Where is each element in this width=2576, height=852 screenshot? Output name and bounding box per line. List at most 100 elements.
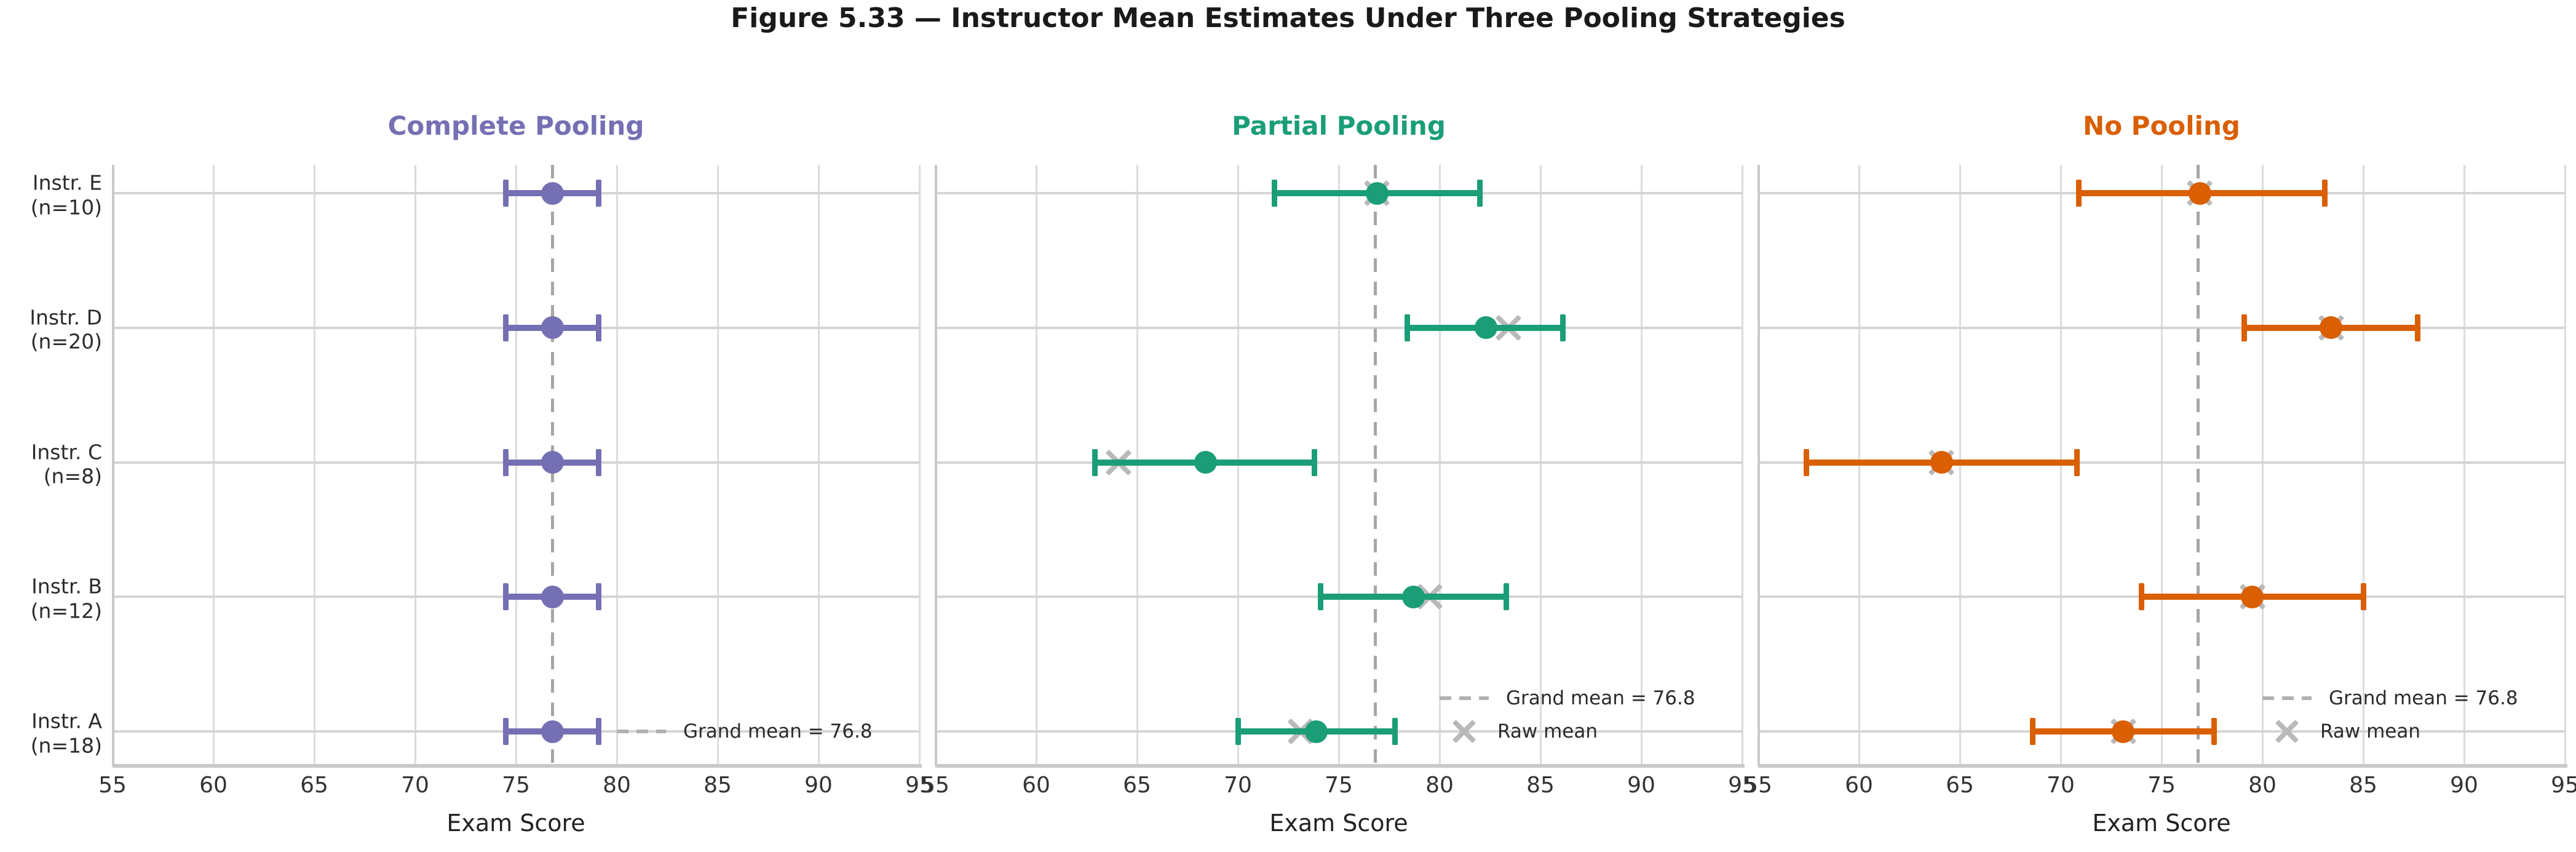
grid-line — [212, 165, 215, 766]
estimate-dot — [2112, 720, 2135, 743]
y-tick-label: Instr. E (n=10) — [0, 170, 102, 219]
y-tick-label: Instr. B (n=12) — [0, 575, 102, 623]
x-axis-label: Exam Score — [1269, 810, 1408, 837]
error-bar-cap — [1392, 718, 1398, 745]
error-bar-cap — [2029, 718, 2035, 745]
legend-label: Grand mean = 76.8 — [2329, 687, 2518, 709]
error-bar-cap — [1235, 718, 1241, 745]
x-tick-label: 70 — [401, 773, 429, 798]
y-axis-labels: Instr. E (n=10) Instr. D (n=20) Instr. C (n=8… — [0, 0, 102, 852]
y-axis-spine — [112, 165, 114, 766]
plot-area-complete-pooling: Grand mean = 76.8 — [111, 165, 922, 768]
raw-mean-legend-x-icon — [2274, 719, 2300, 744]
legend-entry-grand: Grand mean = 76.8 — [1440, 687, 1695, 709]
error-bar-cap — [2360, 583, 2366, 611]
error-bar-cap — [2138, 583, 2144, 611]
estimate-dot — [1365, 181, 1389, 205]
error-bar-cap — [595, 718, 601, 745]
error-bar-cap — [503, 448, 509, 476]
x-tick-label: 55 — [98, 773, 127, 798]
error-bar-cap — [503, 314, 509, 341]
grid-line — [2261, 165, 2264, 766]
x-axis-spine — [113, 764, 922, 768]
grid-line — [1338, 165, 1340, 766]
grid-line — [1959, 165, 1961, 766]
legend-entry-raw: Raw mean — [2262, 719, 2420, 744]
estimate-dot — [2188, 181, 2211, 205]
grand-mean-legend-sample — [1440, 696, 1489, 700]
grid-line — [1858, 165, 1860, 766]
legend-label: Raw mean — [1497, 720, 1598, 743]
x-tick-label: 70 — [1224, 773, 1252, 798]
x-tick-label: 70 — [2047, 773, 2075, 798]
estimate-dot — [1474, 316, 1497, 340]
grand-mean-legend-sample — [2262, 696, 2312, 700]
grand-mean-line — [1373, 165, 1377, 766]
estimate-dot — [1401, 585, 1425, 608]
figure-title: Figure 5.33 — Instructor Mean Estimates … — [731, 2, 1845, 34]
x-tick-label: 80 — [603, 773, 631, 798]
x-tick-label: 90 — [1627, 773, 1655, 798]
y-tick-label: Instr. C (n=8) — [0, 440, 102, 488]
grid-line — [1741, 165, 1743, 766]
grid-line — [2463, 165, 2465, 766]
grid-line — [1539, 165, 1542, 766]
error-bar-cap — [2211, 718, 2217, 745]
error-bar-cap — [503, 180, 509, 207]
grid-line — [616, 165, 618, 766]
x-tick-label: 95 — [2551, 773, 2576, 798]
grid-line — [414, 165, 416, 766]
legend-label: Grand mean = 76.8 — [1506, 687, 1695, 709]
error-bar-cap — [1271, 180, 1277, 207]
error-bar-cap — [1092, 448, 1098, 476]
grid-line — [716, 165, 719, 766]
raw-mean-legend-x-icon — [1451, 719, 1477, 744]
row-line — [1758, 326, 2565, 329]
y-tick-label: Instr. A (n=18) — [0, 709, 102, 757]
panel-title: No Pooling — [2083, 111, 2240, 141]
x-tick-label: 80 — [1425, 773, 1454, 798]
instructor-name: Instr. B — [31, 574, 102, 599]
grid-line — [313, 165, 315, 766]
plot-area-no-pooling: Grand mean = 76.8 Raw mean — [1757, 165, 2567, 768]
error-bar-cap — [2074, 448, 2080, 476]
error-bar-cap — [503, 583, 509, 611]
panel-partial-pooling: Partial Pooling Grand mean = 76.8 Raw mean… — [921, 0, 1756, 852]
x-tick-label: 85 — [2349, 773, 2377, 798]
estimate-dot — [541, 451, 564, 474]
legend-entry-raw: Raw mean — [1440, 719, 1598, 744]
row-line — [935, 461, 1742, 464]
y-axis-spine — [1758, 165, 1760, 766]
legend-label: Grand mean = 76.8 — [683, 720, 873, 743]
grid-line — [2160, 165, 2163, 766]
grand-mean-line — [2196, 165, 2200, 766]
x-tick-label: 90 — [804, 773, 833, 798]
error-bar-cap — [595, 180, 601, 207]
row-line — [935, 326, 1742, 329]
estimate-dot — [1194, 451, 1218, 474]
x-tick-label: 65 — [300, 773, 328, 798]
x-tick-label: 65 — [1123, 773, 1151, 798]
x-tick-label: 95 — [905, 773, 933, 798]
x-axis-label: Exam Score — [446, 810, 585, 837]
grid-line — [1035, 165, 1037, 766]
grid-line — [1136, 165, 1138, 766]
instructor-n: (n=8) — [43, 464, 102, 488]
estimate-dot — [1305, 720, 1328, 743]
legend-label: Raw mean — [2320, 720, 2420, 743]
instructor-n: (n=18) — [30, 733, 102, 757]
panel-no-pooling: No Pooling Grand mean = 76.8 Raw mean 55 60 6… — [1744, 0, 2576, 852]
instructor-name: Instr. D — [30, 305, 102, 330]
error-bar-cap — [595, 448, 601, 476]
panel-title: Partial Pooling — [1232, 111, 1446, 141]
x-tick-label: 55 — [921, 773, 949, 798]
error-bar-cap — [1804, 448, 1810, 476]
estimate-dot — [541, 316, 564, 340]
x-tick-label: 90 — [2450, 773, 2478, 798]
legend-entry-grand: Grand mean = 76.8 — [2262, 687, 2518, 709]
instructor-name: Instr. C — [31, 439, 102, 464]
estimate-dot — [541, 720, 564, 743]
panel-title: Complete Pooling — [387, 111, 644, 141]
grid-line — [1237, 165, 1239, 766]
row-line — [1758, 461, 2565, 464]
